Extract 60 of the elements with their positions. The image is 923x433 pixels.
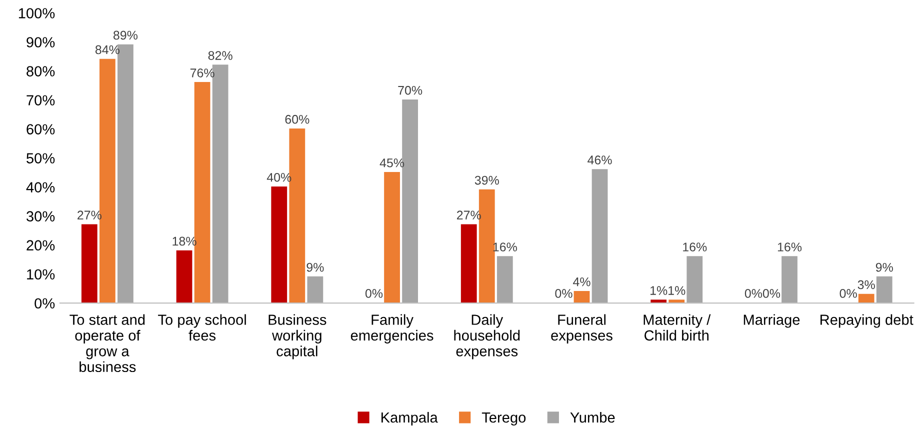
data-label: 16% [683,242,707,252]
data-label: 76% [190,68,214,78]
data-label: 0% [840,289,857,298]
x-tick-label: Business working capital [268,314,326,360]
data-label: 60% [285,114,310,124]
y-tick-label: 30% [26,211,55,222]
x-tick-label: Marriage [744,314,800,328]
y-tick-label: 80% [26,66,55,76]
bar [574,290,590,304]
data-label: 0% [365,289,383,298]
bar [176,250,192,304]
bar [858,294,874,304]
data-label: 0% [762,289,780,298]
legend-label: Kampala [382,412,438,426]
data-label: 9% [306,262,324,272]
data-label: 1% [650,286,668,295]
data-label: 89% [113,30,138,40]
y-tick-label: 90% [26,37,55,48]
y-tick-label: 70% [26,95,55,106]
y-tick-label: 20% [26,240,55,251]
y-tick-label: 10% [27,269,55,280]
data-label: 84% [95,45,120,54]
x-tick-label: Repaying debt [820,314,914,328]
data-label: 9% [876,262,893,272]
data-label: 4% [573,277,590,286]
data-label: 0% [555,289,572,298]
data-label: 0% [744,289,762,298]
bar [496,256,513,304]
x-tick-label: Daily household expenses [454,314,520,360]
data-label: 1% [668,286,686,295]
bar [271,186,288,304]
x-tick-label: To pay school fees [158,314,246,341]
bar [81,224,98,304]
data-label: 82% [208,51,232,60]
bar [782,256,798,304]
y-tick-label: 0% [34,298,55,309]
legend-label: Yumbe [570,412,615,423]
y-tick-label: 100% [18,8,55,18]
bar [384,172,400,304]
data-label: 70% [398,86,422,95]
data-label: 39% [474,176,499,185]
bar [307,276,324,304]
bar [686,256,703,304]
data-label: 16% [778,242,802,252]
y-tick-label: 40% [26,182,55,192]
data-label: 3% [858,280,875,290]
bar [460,224,477,304]
y-tick-label: 50% [26,153,55,164]
x-tick-label: To start and operate of grow a business [70,314,145,372]
x-tick-label: Family emergencies [350,314,434,344]
data-label: 45% [380,158,404,168]
bar [118,44,134,304]
bar [592,169,608,304]
x-tick-label: Maternity / Child birth [644,314,711,341]
y-tick-label: 60% [26,124,55,134]
x-tick-label: Funeral expenses [551,314,612,344]
bar [876,276,892,304]
data-label: 46% [588,156,612,164]
bar [402,99,418,304]
legend-label: Terego [482,412,526,426]
